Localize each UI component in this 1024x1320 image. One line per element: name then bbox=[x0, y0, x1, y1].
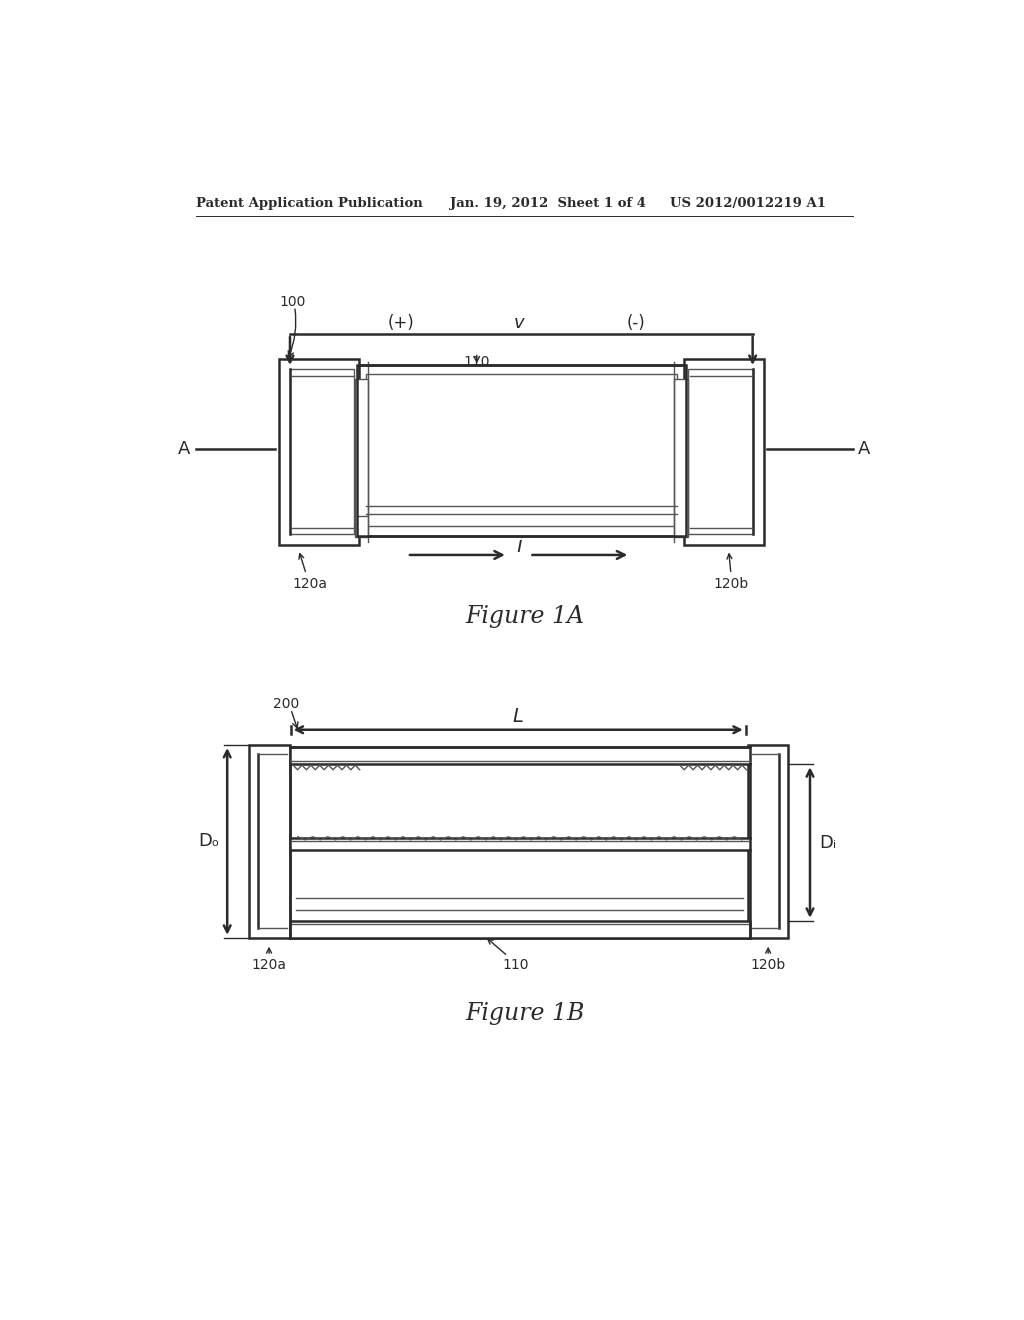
Text: A: A bbox=[177, 441, 190, 458]
Text: Figure 1A: Figure 1A bbox=[465, 605, 585, 628]
Text: 120a: 120a bbox=[252, 958, 287, 972]
Text: 110: 110 bbox=[502, 958, 528, 972]
Bar bbox=[290, 921, 750, 937]
Bar bbox=[290, 747, 750, 764]
Bar bbox=[356, 364, 686, 536]
Bar bbox=[290, 370, 354, 535]
Text: US 2012/0012219 A1: US 2012/0012219 A1 bbox=[671, 197, 826, 210]
Bar bbox=[748, 744, 788, 937]
Bar bbox=[280, 359, 359, 545]
Bar bbox=[290, 838, 750, 850]
Bar bbox=[688, 370, 753, 535]
Bar bbox=[684, 359, 764, 545]
Text: 110: 110 bbox=[464, 355, 490, 368]
Text: (-): (-) bbox=[627, 314, 645, 331]
Text: Dₒ: Dₒ bbox=[198, 833, 219, 850]
Text: 100: 100 bbox=[280, 296, 306, 309]
Text: A: A bbox=[858, 441, 870, 458]
Text: 200: 200 bbox=[273, 697, 299, 711]
Bar bbox=[249, 744, 290, 937]
Bar bbox=[366, 374, 677, 527]
Text: i: i bbox=[516, 536, 522, 557]
Text: L: L bbox=[513, 708, 523, 726]
Text: Patent Application Publication: Patent Application Publication bbox=[197, 197, 423, 210]
Text: 120a: 120a bbox=[293, 577, 328, 590]
Bar bbox=[675, 379, 687, 537]
Bar bbox=[355, 379, 369, 537]
Text: Dᵢ: Dᵢ bbox=[819, 833, 837, 851]
Text: v: v bbox=[514, 314, 524, 331]
Text: Figure 1B: Figure 1B bbox=[465, 1002, 585, 1024]
Text: (+): (+) bbox=[387, 314, 414, 331]
Bar bbox=[356, 364, 686, 536]
Text: Jan. 19, 2012  Sheet 1 of 4: Jan. 19, 2012 Sheet 1 of 4 bbox=[450, 197, 645, 210]
Text: 120b: 120b bbox=[714, 577, 749, 590]
Text: 120b: 120b bbox=[751, 958, 785, 972]
